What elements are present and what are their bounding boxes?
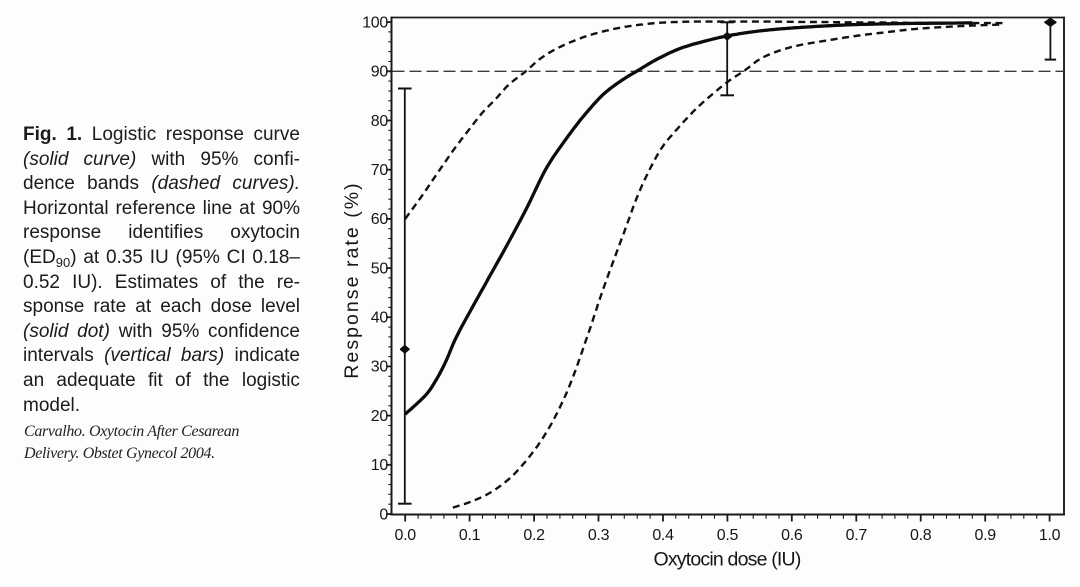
svg-text:30: 30 [371, 359, 389, 376]
svg-text:1.0: 1.0 [1039, 527, 1061, 544]
svg-text:0.7: 0.7 [846, 527, 868, 544]
svg-text:100: 100 [362, 14, 388, 31]
svg-text:0.3: 0.3 [588, 527, 610, 544]
svg-text:0.8: 0.8 [910, 527, 932, 544]
svg-text:0.0: 0.0 [395, 527, 417, 544]
svg-text:90: 90 [371, 64, 389, 81]
svg-text:0: 0 [379, 506, 388, 523]
svg-text:Response rate (%): Response rate (%) [341, 181, 363, 378]
svg-text:0.6: 0.6 [781, 527, 803, 544]
svg-text:50: 50 [371, 260, 389, 277]
svg-text:0.9: 0.9 [975, 527, 997, 544]
svg-text:Oxytocin dose (IU): Oxytocin dose (IU) [653, 549, 800, 571]
svg-text:0.2: 0.2 [523, 527, 545, 544]
svg-text:0.1: 0.1 [459, 527, 481, 544]
svg-text:60: 60 [371, 211, 389, 228]
svg-text:70: 70 [371, 162, 389, 179]
svg-text:0.5: 0.5 [717, 527, 739, 544]
svg-text:0.4: 0.4 [652, 527, 674, 544]
svg-text:40: 40 [371, 310, 389, 327]
svg-text:20: 20 [371, 408, 389, 425]
svg-text:10: 10 [371, 457, 389, 474]
svg-text:80: 80 [371, 113, 389, 130]
